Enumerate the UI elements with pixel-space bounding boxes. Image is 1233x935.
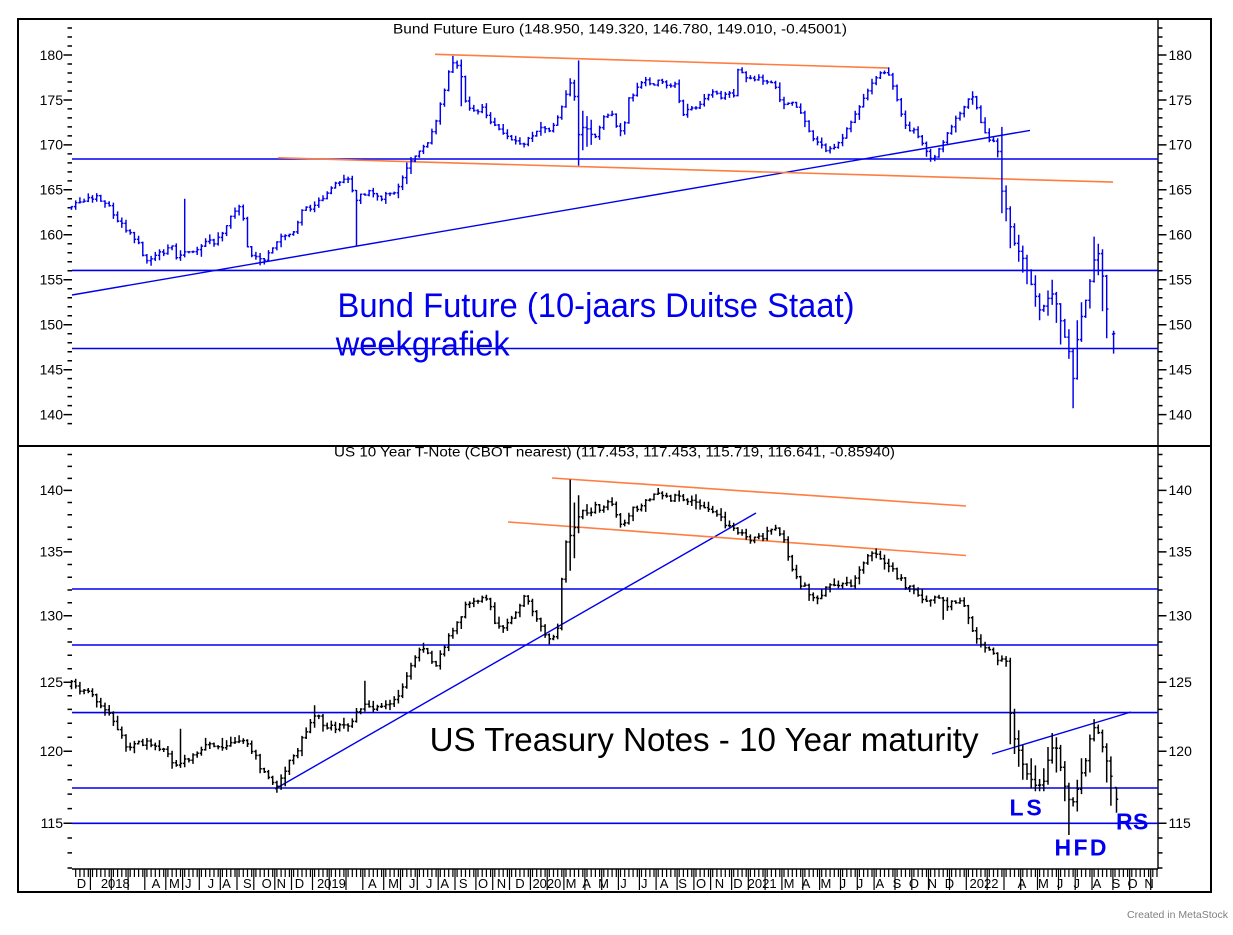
svg-text:115: 115 bbox=[41, 815, 64, 831]
svg-text:HFD: HFD bbox=[1055, 835, 1107, 861]
svg-text:D: D bbox=[77, 876, 86, 891]
svg-text:A: A bbox=[222, 876, 231, 891]
svg-text:155: 155 bbox=[40, 272, 64, 288]
svg-text:M: M bbox=[784, 876, 795, 891]
svg-text:US 10 Year T-Note (CBOT neares: US 10 Year T-Note (CBOT nearest) (117.45… bbox=[334, 445, 895, 460]
svg-text:Created in MetaStock: Created in MetaStock bbox=[1127, 909, 1229, 921]
svg-text:O: O bbox=[1127, 876, 1137, 891]
svg-text:175: 175 bbox=[40, 92, 64, 108]
svg-text:2022: 2022 bbox=[970, 876, 999, 891]
svg-text:2019: 2019 bbox=[317, 876, 346, 891]
svg-text:S: S bbox=[1112, 876, 1121, 891]
svg-text:M: M bbox=[169, 876, 180, 891]
svg-text:140: 140 bbox=[40, 482, 64, 498]
svg-text:135: 135 bbox=[1169, 544, 1193, 560]
svg-text:N: N bbox=[928, 876, 937, 891]
svg-text:O: O bbox=[262, 876, 272, 891]
svg-text:S: S bbox=[678, 876, 687, 891]
svg-text:N: N bbox=[277, 876, 286, 891]
svg-text:weekgrafiek: weekgrafiek bbox=[335, 326, 511, 364]
svg-text:140: 140 bbox=[1169, 406, 1193, 422]
svg-text:A: A bbox=[1018, 876, 1027, 891]
svg-text:S: S bbox=[459, 876, 468, 891]
svg-text:165: 165 bbox=[40, 182, 64, 198]
svg-text:J: J bbox=[409, 876, 416, 891]
svg-text:120: 120 bbox=[40, 743, 64, 759]
svg-text:145: 145 bbox=[40, 362, 64, 378]
svg-text:J: J bbox=[1057, 876, 1064, 891]
svg-text:A: A bbox=[802, 876, 811, 891]
svg-text:O: O bbox=[909, 876, 919, 891]
svg-text:2020: 2020 bbox=[532, 876, 561, 891]
svg-text:D: D bbox=[515, 876, 524, 891]
svg-text:145: 145 bbox=[1169, 362, 1193, 378]
svg-text:J: J bbox=[208, 876, 215, 891]
svg-text:A: A bbox=[875, 876, 884, 891]
svg-text:O: O bbox=[478, 876, 488, 891]
svg-text:S: S bbox=[893, 876, 902, 891]
svg-text:A: A bbox=[440, 876, 449, 891]
svg-text:J: J bbox=[426, 876, 433, 891]
svg-text:J: J bbox=[185, 876, 192, 891]
svg-text:165: 165 bbox=[1169, 182, 1193, 198]
svg-text:135: 135 bbox=[40, 544, 64, 560]
svg-text:M: M bbox=[1038, 876, 1049, 891]
svg-text:120: 120 bbox=[1169, 743, 1193, 759]
svg-text:LS: LS bbox=[1010, 795, 1042, 821]
svg-text:115: 115 bbox=[1169, 815, 1192, 831]
svg-text:A: A bbox=[152, 876, 161, 891]
svg-text:A: A bbox=[368, 876, 377, 891]
svg-text:2018: 2018 bbox=[101, 876, 130, 891]
svg-text:J: J bbox=[840, 876, 847, 891]
svg-text:J: J bbox=[1073, 876, 1080, 891]
svg-text:180: 180 bbox=[40, 47, 64, 63]
svg-text:170: 170 bbox=[1169, 137, 1193, 153]
svg-text:130: 130 bbox=[40, 608, 64, 624]
svg-text:175: 175 bbox=[1169, 92, 1193, 108]
svg-text:130: 130 bbox=[1169, 608, 1193, 624]
svg-text:2021: 2021 bbox=[748, 876, 777, 891]
svg-text:J: J bbox=[641, 876, 648, 891]
svg-text:A: A bbox=[660, 876, 669, 891]
svg-text:A: A bbox=[582, 876, 591, 891]
svg-text:M: M bbox=[598, 876, 609, 891]
svg-text:160: 160 bbox=[1169, 227, 1193, 243]
svg-text:180: 180 bbox=[1169, 47, 1193, 63]
svg-text:D: D bbox=[295, 876, 304, 891]
svg-text:US Treasury Notes - 10 Year ma: US Treasury Notes - 10 Year maturity bbox=[430, 721, 980, 758]
svg-text:J: J bbox=[620, 876, 627, 891]
svg-text:160: 160 bbox=[40, 227, 64, 243]
svg-text:170: 170 bbox=[40, 137, 64, 153]
svg-text:M: M bbox=[388, 876, 399, 891]
svg-text:125: 125 bbox=[40, 674, 64, 690]
svg-text:155: 155 bbox=[1169, 272, 1193, 288]
svg-text:125: 125 bbox=[1169, 674, 1193, 690]
svg-text:Bund Future Euro (148.950, 149: Bund Future Euro (148.950, 149.320, 146.… bbox=[393, 22, 847, 37]
svg-text:140: 140 bbox=[40, 406, 64, 422]
svg-text:D: D bbox=[733, 876, 742, 891]
svg-text:D: D bbox=[945, 876, 954, 891]
svg-text:A: A bbox=[1093, 876, 1102, 891]
svg-text:N: N bbox=[1144, 876, 1153, 891]
svg-text:Bund Future (10-jaars Duitse S: Bund Future (10-jaars Duitse Staat) bbox=[338, 287, 855, 325]
svg-text:150: 150 bbox=[1169, 317, 1193, 333]
svg-text:RS: RS bbox=[1116, 809, 1148, 835]
svg-text:M: M bbox=[820, 876, 831, 891]
svg-text:S: S bbox=[243, 876, 252, 891]
svg-text:N: N bbox=[715, 876, 724, 891]
svg-text:N: N bbox=[497, 876, 506, 891]
svg-text:M: M bbox=[566, 876, 577, 891]
svg-text:140: 140 bbox=[1169, 482, 1193, 498]
svg-text:J: J bbox=[857, 876, 864, 891]
svg-text:150: 150 bbox=[40, 317, 64, 333]
svg-text:O: O bbox=[696, 876, 706, 891]
